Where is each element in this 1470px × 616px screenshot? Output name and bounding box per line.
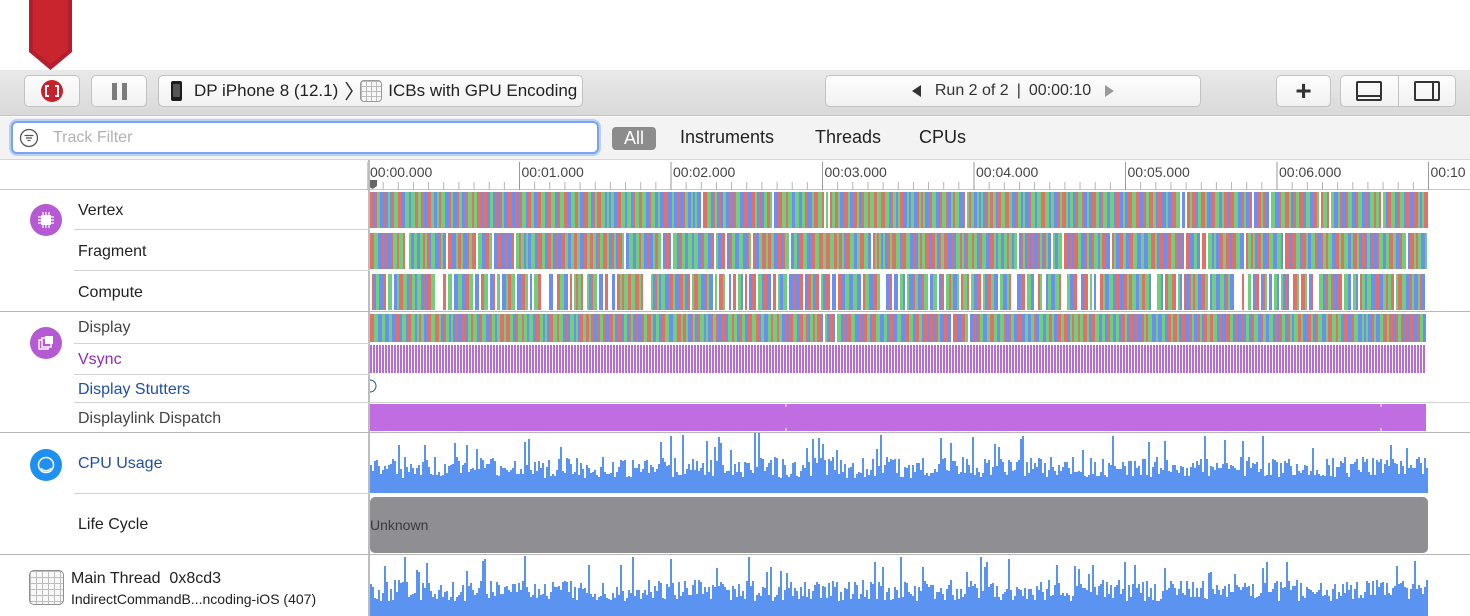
iphone-icon	[171, 81, 182, 101]
ruler-tick-label: 00:03.000	[825, 164, 887, 180]
timeline-ruler[interactable]: 00:00.000 00:01.000 00:02.000 00:03.000 00:0…	[0, 160, 1470, 190]
target-selector[interactable]: DP iPhone 8 (12.1) ICBs with GPU Encodin…	[158, 75, 583, 107]
track-displaylink-dispatch-label: Displaylink Dispatch	[78, 410, 222, 427]
scope-all-tab[interactable]: All	[612, 127, 656, 150]
run-navigator: Run 2 of 2 | 00:00:10	[825, 75, 1201, 107]
playhead-icon[interactable]	[368, 180, 377, 189]
pause-icon	[111, 82, 127, 100]
gpu-chip-icon	[30, 204, 62, 236]
filter-bar: All Instruments Threads CPUs	[0, 117, 1470, 160]
ruler-tick-label: 00:01.000	[522, 164, 584, 180]
record-button[interactable]	[24, 75, 80, 107]
scope-instruments-tab[interactable]: Instruments	[680, 127, 775, 147]
ruler-tick-label: 00:05.000	[1128, 164, 1190, 180]
cpu-usage-track[interactable]	[370, 433, 1428, 493]
main-thread-track[interactable]	[370, 556, 1428, 616]
life-cycle-state-bar[interactable]: Unknown	[370, 497, 1428, 553]
track-vsync-label: Vsync	[78, 351, 122, 368]
record-bookmark-ribbon	[29, 0, 72, 70]
next-run-icon[interactable]	[1105, 85, 1115, 97]
thread-id: 0x8cd3	[169, 570, 222, 587]
ruler-tick-label: 00:06.000	[1279, 164, 1341, 180]
display-layers-icon	[30, 327, 62, 359]
track-compute-label: Compute	[78, 284, 143, 301]
track-area: Vertex Fragment Compute Display Vsync Di…	[0, 190, 1470, 616]
run-label: Run 2 of 2	[934, 82, 1009, 99]
ruler-ticks: 00:00.000 00:01.000 00:02.000 00:03.000 00:0…	[367, 162, 1466, 190]
thread-process-label: IndirectCommandB...ncoding-iOS (407)	[71, 591, 317, 607]
vsync-track[interactable]	[370, 345, 1428, 373]
scope-threads-tab[interactable]: Threads	[815, 127, 882, 147]
ruler-tick-label: 00:04.000	[976, 164, 1038, 180]
run-separator: |	[1016, 82, 1021, 99]
toolbar: DP iPhone 8 (12.1) ICBs with GPU Encodin…	[0, 70, 1470, 116]
compute-track[interactable]	[370, 274, 1428, 310]
track-display-stutters-label: Display Stutters	[78, 381, 191, 398]
main-thread-label: Main Thread 0x8cd3	[71, 570, 221, 588]
previous-run-icon[interactable]	[911, 85, 921, 97]
vertex-track[interactable]	[370, 192, 1428, 228]
track-list-divider[interactable]	[368, 160, 370, 616]
filter-icon	[19, 128, 39, 147]
right-pane-icon	[1413, 81, 1440, 101]
stop-record-icon	[41, 80, 63, 102]
target-app-name: ICBs with GPU Encoding	[388, 81, 578, 100]
track-cpu-usage-label: CPU Usage	[78, 455, 163, 472]
bottom-pane-icon	[1356, 81, 1383, 101]
display-track[interactable]	[370, 314, 1428, 342]
displaylink-dispatch-track[interactable]	[370, 404, 1428, 432]
thread-name: Main Thread	[71, 570, 161, 587]
device-name: DP iPhone 8 (12.1)	[194, 81, 339, 100]
track-life-cycle-label: Life Cycle	[78, 516, 149, 533]
track-vertex-label: Vertex	[78, 202, 124, 219]
display-stutter-marker[interactable]	[370, 377, 390, 399]
toggle-right-pane-button[interactable]	[1397, 76, 1456, 106]
add-instrument-button[interactable]: +	[1276, 75, 1331, 107]
scope-cpus-tab[interactable]: CPUs	[919, 127, 967, 147]
track-filter-input[interactable]	[53, 128, 553, 147]
toggle-bottom-pane-button[interactable]	[1341, 76, 1398, 106]
track-display-label: Display	[78, 319, 131, 336]
run-time: 00:00:10	[1028, 82, 1092, 99]
cpu-gauge-icon	[30, 449, 62, 481]
app-icon	[360, 80, 383, 102]
pane-toggle-group	[1340, 75, 1456, 107]
thread-icon	[29, 570, 64, 605]
life-cycle-state: Unknown	[370, 517, 429, 533]
ruler-tick-label: 00:02.000	[673, 164, 735, 180]
track-fragment-label: Fragment	[78, 243, 147, 260]
ruler-tick-label: 00:10	[1431, 164, 1466, 180]
pause-button[interactable]	[91, 75, 147, 107]
plus-icon: +	[1295, 75, 1312, 106]
ruler-tick-label: 00:00.000	[370, 164, 432, 180]
chevron-right-icon	[345, 81, 354, 101]
fragment-track[interactable]	[370, 233, 1428, 269]
track-filter-field[interactable]	[11, 121, 599, 154]
